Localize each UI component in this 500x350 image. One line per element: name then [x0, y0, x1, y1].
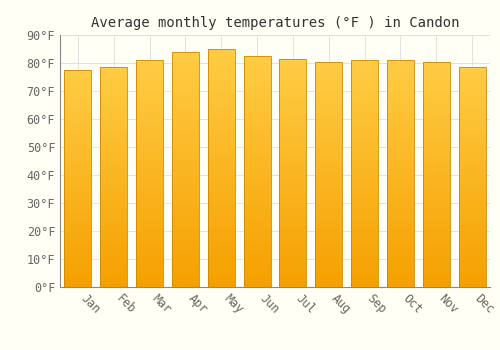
- Bar: [172, 52, 199, 287]
- Bar: [136, 60, 163, 287]
- Bar: [387, 60, 414, 287]
- Title: Average monthly temperatures (°F ) in Candon: Average monthly temperatures (°F ) in Ca…: [91, 16, 459, 30]
- Bar: [64, 70, 92, 287]
- Bar: [351, 60, 378, 287]
- Bar: [458, 67, 485, 287]
- Bar: [423, 62, 450, 287]
- Bar: [208, 49, 234, 287]
- Bar: [280, 59, 306, 287]
- Bar: [316, 62, 342, 287]
- Bar: [100, 67, 127, 287]
- Bar: [244, 56, 270, 287]
